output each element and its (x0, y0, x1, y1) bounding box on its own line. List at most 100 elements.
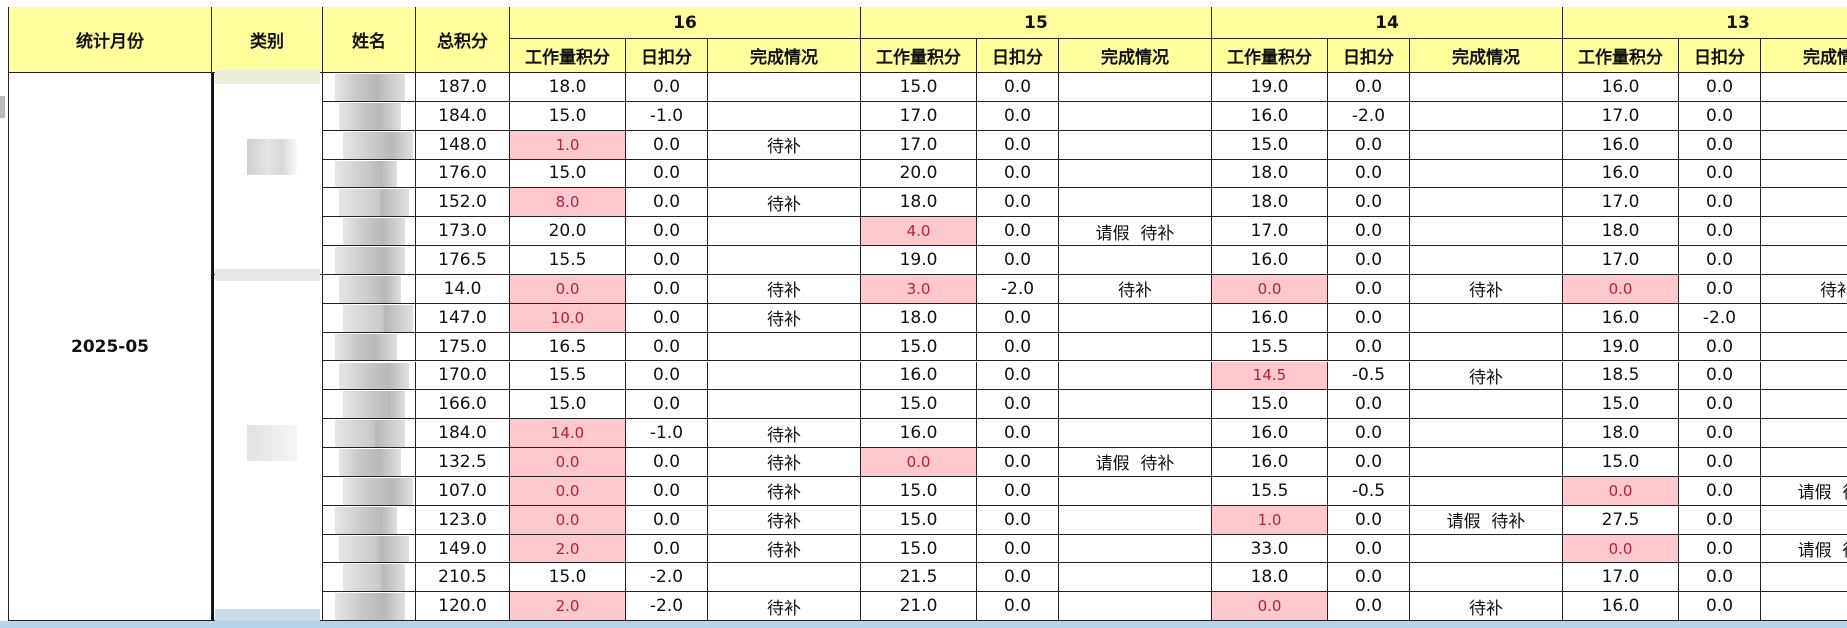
status-cell: 待补 (708, 274, 861, 304)
deduct-cell: 0.0 (1679, 73, 1761, 102)
status-cell (1761, 333, 1847, 362)
day-header[interactable]: 13 (1563, 7, 1847, 39)
status-cell (1761, 506, 1847, 535)
header-cell[interactable]: 统计月份 (8, 7, 212, 73)
name-cell (323, 332, 416, 362)
total-cell: 149.0 (416, 534, 510, 564)
work-cell: 0.0 (1563, 534, 1679, 564)
sub-header[interactable]: 工作量积分 (861, 39, 977, 73)
deduct-cell: 0.0 (626, 390, 708, 420)
work-cell: 15.5 (1212, 332, 1328, 362)
status-cell: 请假 待补 (1059, 448, 1212, 477)
blurred-block (343, 131, 413, 159)
sub-header[interactable]: 完成情况 (1410, 39, 1563, 73)
day-header[interactable]: 16 (510, 7, 861, 39)
deduct-cell: -0.5 (1328, 476, 1410, 506)
status-cell (1761, 73, 1847, 102)
status-cell (1410, 448, 1563, 477)
status-cell: 待补 (708, 303, 861, 333)
deduct-cell: -2.0 (1328, 101, 1410, 131)
deduct-cell: 0.0 (977, 361, 1059, 391)
work-cell: 15.0 (1212, 390, 1328, 420)
work-cell: 16.0 (1563, 73, 1679, 102)
blurred-block (335, 333, 397, 361)
sub-header[interactable]: 日扣分 (1679, 39, 1761, 73)
deduct-cell: 0.0 (977, 159, 1059, 189)
status-cell: 待补 (708, 130, 861, 160)
sub-header[interactable]: 完成情况 (1059, 39, 1212, 73)
deduct-cell: 0.0 (626, 303, 708, 333)
total-cell: 107.0 (416, 476, 510, 506)
deduct-cell: 0.0 (1679, 563, 1761, 593)
status-cell (1059, 361, 1212, 391)
work-cell: 15.5 (510, 361, 626, 391)
sub-header[interactable]: 工作量积分 (1563, 39, 1679, 73)
blurred-block (339, 102, 401, 130)
status-cell: 待补 (1761, 275, 1847, 304)
day-header[interactable]: 15 (861, 7, 1212, 39)
deduct-cell: 0.0 (1328, 534, 1410, 564)
status-cell (1761, 563, 1847, 593)
deduct-cell: 0.0 (1328, 505, 1410, 535)
header-cell[interactable]: 总积分 (416, 7, 510, 73)
deduct-cell: 0.0 (1679, 101, 1761, 131)
work-cell: 18.0 (861, 188, 977, 218)
deduct-cell: 0.0 (1328, 332, 1410, 362)
work-cell: 15.0 (510, 563, 626, 593)
sub-header[interactable]: 日扣分 (977, 39, 1059, 73)
status-cell: 请假 待补 (1761, 477, 1847, 506)
work-cell: 0.0 (510, 274, 626, 304)
header-cell[interactable]: 类别 (212, 7, 323, 73)
work-cell: 17.0 (1212, 217, 1328, 247)
work-cell: 17.0 (1563, 246, 1679, 275)
deduct-cell: 0.0 (626, 159, 708, 189)
name-cell (323, 246, 416, 275)
sub-header[interactable]: 完成情况 (708, 39, 861, 73)
deduct-cell: -1.0 (626, 101, 708, 131)
work-cell: 18.0 (1212, 188, 1328, 218)
work-cell: 15.0 (861, 390, 977, 420)
status-cell (1059, 130, 1212, 160)
status-cell: 待补 (1410, 274, 1563, 304)
sub-header[interactable]: 完成情况 (1761, 39, 1847, 73)
sub-header[interactable]: 日扣分 (626, 39, 708, 73)
status-cell: 请假 待补 (1059, 217, 1212, 247)
deduct-cell: 0.0 (626, 505, 708, 535)
status-cell (1410, 419, 1563, 449)
status-cell (1761, 362, 1847, 391)
name-cell (323, 476, 416, 506)
header-cell[interactable]: 姓名 (323, 7, 416, 73)
day-header[interactable]: 14 (1212, 7, 1563, 39)
name-cell (323, 130, 416, 160)
sub-header[interactable]: 工作量积分 (1212, 39, 1328, 73)
work-cell: 0.0 (510, 505, 626, 535)
work-cell: 17.0 (1563, 563, 1679, 593)
deduct-cell: 0.0 (1328, 563, 1410, 593)
work-cell: 20.0 (861, 159, 977, 189)
deduct-cell: 0.0 (1328, 303, 1410, 333)
total-cell: 184.0 (416, 419, 510, 449)
deduct-cell: 0.0 (1679, 332, 1761, 362)
sub-header[interactable]: 工作量积分 (510, 39, 626, 73)
status-cell (1410, 246, 1563, 275)
work-cell: 15.0 (861, 73, 977, 102)
deduct-cell: 0.0 (1328, 159, 1410, 189)
name-cell (323, 73, 416, 102)
blurred-block (339, 449, 401, 476)
work-cell: 2.0 (510, 534, 626, 564)
work-cell: 21.5 (861, 563, 977, 593)
name-cell (323, 592, 416, 622)
status-cell: 待补 (708, 419, 861, 449)
work-cell: 16.0 (1212, 101, 1328, 131)
blurred-block (247, 139, 297, 176)
blurred-block (339, 189, 409, 217)
blurred-block (215, 70, 320, 84)
blurred-block (0, 621, 1847, 628)
deduct-cell: 0.0 (977, 534, 1059, 564)
sub-header[interactable]: 日扣分 (1328, 39, 1410, 73)
deduct-cell: 0.0 (1328, 390, 1410, 420)
deduct-cell: -2.0 (626, 592, 708, 622)
deduct-cell: 0.0 (1679, 188, 1761, 218)
work-cell: 18.0 (1563, 217, 1679, 247)
work-cell: 14.0 (510, 419, 626, 449)
